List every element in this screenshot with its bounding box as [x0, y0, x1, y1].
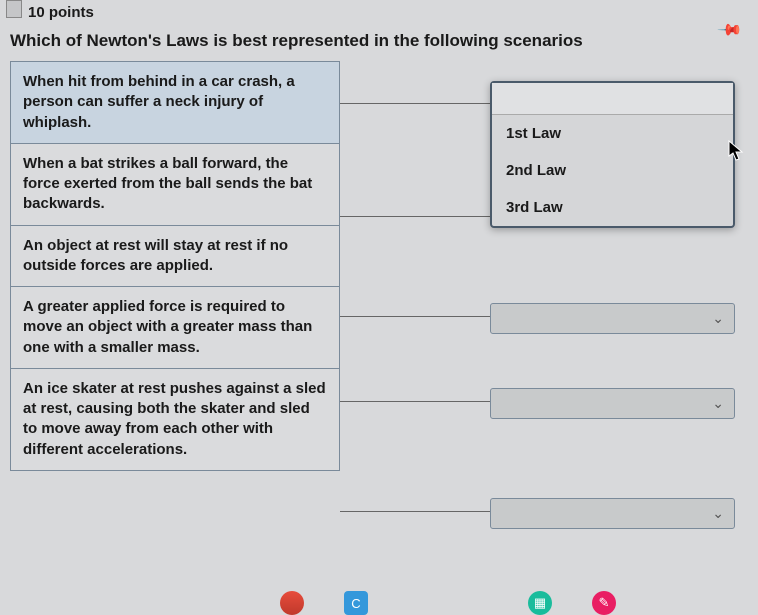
cursor-icon: [728, 140, 746, 168]
taskbar-icon[interactable]: ✎: [592, 591, 616, 615]
connector-line: [340, 511, 490, 512]
connector-column: [340, 61, 490, 471]
question-number-box: [6, 0, 22, 18]
points-label: 10 points: [28, 4, 748, 21]
chevron-down-icon: ⌄: [712, 310, 724, 327]
scenario-item[interactable]: An object at rest will stay at rest if n…: [11, 226, 339, 288]
taskbar-icon[interactable]: [280, 591, 304, 615]
answer-dropdown[interactable]: ⌄: [490, 303, 735, 334]
scenario-item[interactable]: When hit from behind in a car crash, a p…: [11, 62, 339, 144]
scenario-item[interactable]: A greater applied force is required to m…: [11, 287, 339, 369]
dropdown-option[interactable]: 2nd Law: [492, 152, 733, 189]
chevron-down-icon: ⌄: [712, 395, 724, 412]
answer-dropdown[interactable]: ⌄: [490, 388, 735, 419]
scenarios-column: When hit from behind in a car crash, a p…: [10, 61, 340, 471]
connector-line: [340, 316, 490, 317]
dropdown-open[interactable]: 1st Law 2nd Law 3rd Law: [490, 81, 735, 228]
dropdown-blank-option[interactable]: [492, 83, 733, 115]
taskbar-icon[interactable]: ▦: [528, 591, 552, 615]
connector-line: [340, 216, 490, 217]
question-prompt: Which of Newton's Laws is best represent…: [0, 27, 758, 61]
dropdown-option[interactable]: 3rd Law: [492, 189, 733, 226]
dropdown-option[interactable]: 1st Law: [492, 115, 733, 152]
answers-column: 1st Law 2nd Law 3rd Law ⌄ ⌄ ⌄: [490, 61, 735, 471]
scenario-item[interactable]: When a bat strikes a ball forward, the f…: [11, 144, 339, 226]
connector-line: [340, 103, 490, 104]
chevron-down-icon: ⌄: [712, 505, 724, 522]
taskbar: C ▦ ✎: [280, 591, 616, 615]
taskbar-icon[interactable]: C: [344, 591, 368, 615]
scenario-item[interactable]: An ice skater at rest pushes against a s…: [11, 369, 339, 470]
answer-dropdown[interactable]: ⌄: [490, 498, 735, 529]
connector-line: [340, 401, 490, 402]
